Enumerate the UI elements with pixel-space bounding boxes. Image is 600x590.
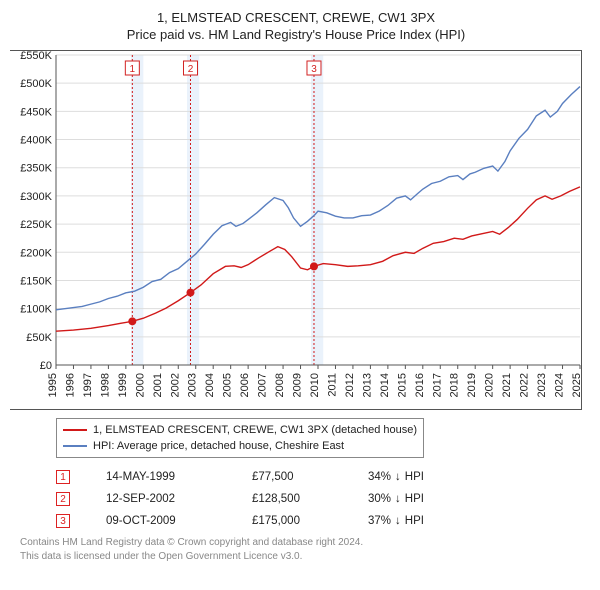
title-address: 1, ELMSTEAD CRESCENT, CREWE, CW1 3PX [10,10,582,25]
legend-label: HPI: Average price, detached house, Ches… [93,438,344,454]
legend: 1, ELMSTEAD CRESCENT, CREWE, CW1 3PX (de… [56,418,424,458]
legend-swatch [63,429,87,431]
y-tick-label: £0 [40,360,52,372]
x-tick-label: 2008 [274,373,286,397]
x-tick-label: 2014 [379,373,391,397]
y-tick-label: £400K [20,135,52,147]
footer-line1: Contains HM Land Registry data © Crown c… [20,536,582,550]
y-tick-label: £200K [20,247,52,259]
transaction-date: 14-MAY-1999 [106,471,216,483]
transaction-pct: 37% [368,515,391,527]
x-tick-label: 2025 [571,373,582,397]
x-tick-label: 2017 [431,373,443,397]
x-tick-label: 2022 [519,373,531,397]
x-tick-label: 1995 [47,373,59,397]
transaction-dot [186,289,194,297]
x-tick-label: 2004 [204,373,216,397]
footer-line2: This data is licensed under the Open Gov… [20,550,582,564]
transaction-vs-hpi: 37% ↓ HPI [368,515,424,527]
x-tick-label: 2011 [326,373,338,397]
footer: Contains HM Land Registry data © Crown c… [20,536,582,563]
x-tick-label: 2020 [484,373,496,397]
transaction-price: £175,000 [252,515,332,527]
x-tick-label: 1998 [99,373,111,397]
legend-swatch [63,445,87,447]
title-subtitle: Price paid vs. HM Land Registry's House … [10,27,582,42]
transaction-dot [310,262,318,270]
y-tick-label: £450K [20,106,52,118]
chart: £0 £50K £100K £150K £200K £250K £300K £350K £400… [10,50,582,410]
transaction-vs-hpi: 34% ↓ HPI [368,471,424,483]
down-arrow-icon: ↓ [395,471,401,483]
x-tick-label: 2006 [239,373,251,397]
x-tick-label: 2012 [344,373,356,397]
x-tick-label: 1996 [64,373,76,397]
page: 1, ELMSTEAD CRESCENT, CREWE, CW1 3PX Pri… [0,0,600,590]
x-tick-label: 2015 [396,373,408,397]
x-tick-label: 2005 [222,373,234,397]
transaction-price: £128,500 [252,493,332,505]
transaction-dot [128,317,136,325]
transactions-table: 1 14-MAY-1999 £77,500 34% ↓ HPI 2 12-SEP-2002 £1… [56,470,582,528]
transaction-row: 1 14-MAY-1999 £77,500 34% ↓ HPI [56,470,582,484]
x-tick-label: 2001 [152,373,164,397]
x-tick-label: 2003 [187,373,199,397]
transaction-marker-number: 2 [188,64,194,75]
y-tick-label: £550K [20,51,52,62]
transaction-vs-label: HPI [405,493,424,505]
transaction-price: £77,500 [252,471,332,483]
down-arrow-icon: ↓ [395,493,401,505]
x-tick-label: 2009 [292,373,304,397]
transaction-date: 09-OCT-2009 [106,515,216,527]
legend-row: 1, ELMSTEAD CRESCENT, CREWE, CW1 3PX (de… [63,422,417,438]
transaction-marker-number: 3 [311,64,317,75]
transaction-vs-hpi: 30% ↓ HPI [368,493,424,505]
x-tick-label: 2016 [414,373,426,397]
legend-row: HPI: Average price, detached house, Ches… [63,438,417,454]
transaction-date: 12-SEP-2002 [106,493,216,505]
y-tick-label: £150K [20,275,52,287]
y-tick-label: £50K [26,332,52,344]
x-tick-label: 1999 [117,373,129,397]
transaction-pct: 30% [368,493,391,505]
transaction-number-box: 1 [56,470,70,484]
x-tick-label: 2021 [501,373,513,397]
legend-label: 1, ELMSTEAD CRESCENT, CREWE, CW1 3PX (de… [93,422,417,438]
x-tick-label: 2007 [257,373,269,397]
y-tick-label: £300K [20,191,52,203]
chart-svg: £0 £50K £100K £150K £200K £250K £300K £350K £400… [10,51,582,411]
transaction-row: 3 09-OCT-2009 £175,000 37% ↓ HPI [56,514,582,528]
x-tick-label: 2002 [169,373,181,397]
transaction-vs-label: HPI [405,471,424,483]
transaction-pct: 34% [368,471,391,483]
title-block: 1, ELMSTEAD CRESCENT, CREWE, CW1 3PX Pri… [10,10,582,42]
down-arrow-icon: ↓ [395,515,401,527]
y-tick-label: £100K [20,304,52,316]
y-tick-label: £350K [20,163,52,175]
transaction-marker-number: 1 [130,64,136,75]
y-tick-label: £500K [20,78,52,90]
transaction-number-box: 2 [56,492,70,506]
x-tick-label: 2010 [309,373,321,397]
x-tick-label: 2019 [466,373,478,397]
x-tick-label: 2013 [361,373,373,397]
x-tick-label: 2000 [134,373,146,397]
y-tick-label: £250K [20,219,52,231]
x-tick-label: 2024 [554,373,566,397]
x-tick-label: 2023 [536,373,548,397]
transaction-number-box: 3 [56,514,70,528]
x-tick-label: 2018 [449,373,461,397]
x-tick-label: 1997 [82,373,94,397]
transaction-vs-label: HPI [405,515,424,527]
transaction-row: 2 12-SEP-2002 £128,500 30% ↓ HPI [56,492,582,506]
